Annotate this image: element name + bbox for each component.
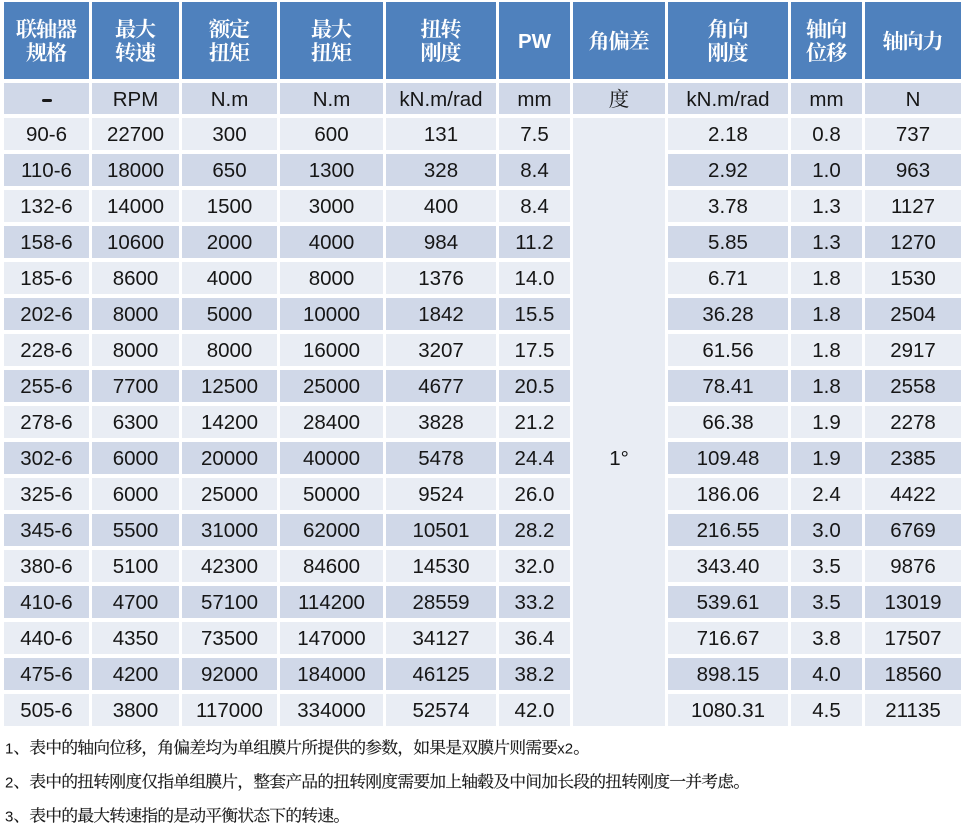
svg-text:2: 2 (5, 774, 13, 791)
svg-text:3: 3 (5, 808, 13, 824)
svg-text:1: 1 (5, 740, 13, 757)
svg-text:x2: x2 (557, 740, 573, 757)
